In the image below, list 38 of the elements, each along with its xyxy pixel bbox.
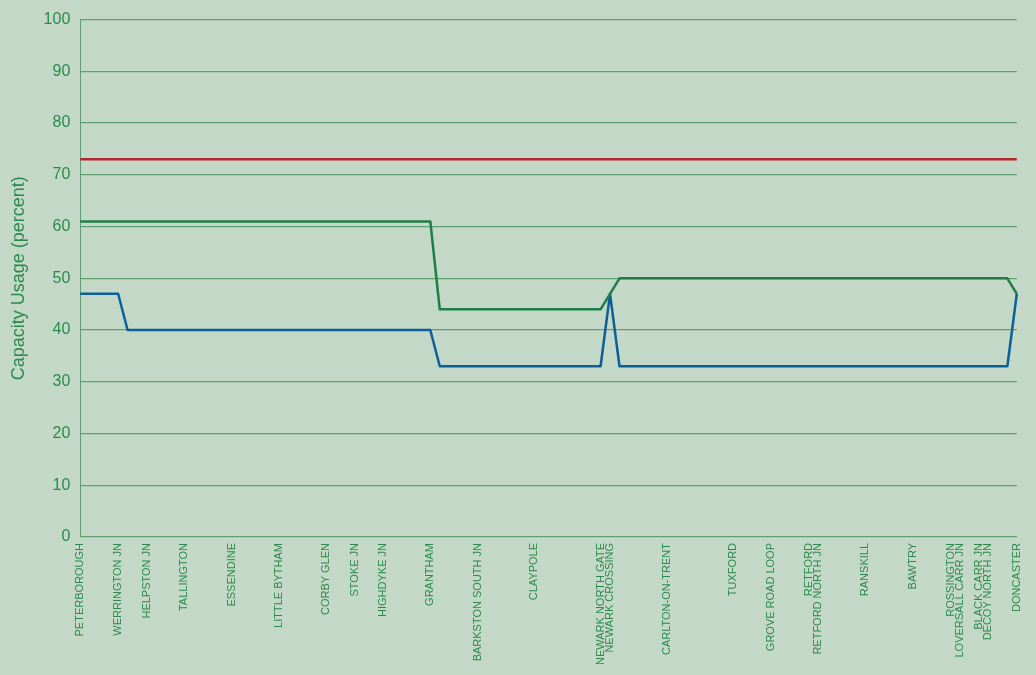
- x-tick-label: BAWTRY: [905, 542, 918, 590]
- x-tick-label: WERRINGTON JN: [111, 542, 124, 636]
- x-tick-label: RANSKILL: [858, 542, 871, 597]
- x-tick-label: ROSSINGTON: [943, 542, 956, 617]
- x-tick-label: TUXFORD: [726, 542, 739, 597]
- y-tick-label: 70: [52, 165, 71, 183]
- x-tick-label: NEWARK NORTH GATE: [593, 542, 606, 666]
- y-tick-label: 10: [52, 475, 71, 493]
- x-tick-label: GROVE ROAD LOOP: [763, 542, 776, 652]
- x-tick-label: DECOY NORTH JN: [981, 542, 994, 641]
- x-tick-label: HIGHDYKE JN: [376, 542, 389, 617]
- y-tick-label: 80: [52, 113, 71, 131]
- y-tick-label: 60: [52, 216, 71, 234]
- x-tick-label: LITTLE BYTHAM: [271, 542, 284, 628]
- y-tick-label: 40: [52, 320, 71, 338]
- y-tick-label: 0: [61, 527, 71, 545]
- x-tick-label: TALLINGTON: [177, 542, 190, 612]
- x-tick-label: CLAYPOLE: [527, 542, 540, 601]
- x-tick-label: CARLTON-ON-TRENT: [659, 542, 672, 656]
- y-tick-label: 30: [52, 372, 71, 390]
- x-tick-label: BLACK CARR JN: [971, 542, 984, 630]
- x-tick-label: ESSENDINE: [224, 542, 237, 607]
- x-tick-label: LOVERSALL CARR JN: [953, 542, 966, 658]
- x-tick-label: RETFORD NORTH JN: [811, 542, 824, 655]
- y-axis-title: Capacity Usage (percent): [7, 176, 28, 381]
- x-tick-label: NEWARK CROSSING: [603, 542, 616, 653]
- x-tick-label: HELPSTON JN: [139, 542, 152, 619]
- x-tick-label: RETFORD: [801, 542, 814, 597]
- y-tick-label: 20: [52, 423, 71, 441]
- x-tick-label: PETERBOROUGH: [73, 542, 86, 637]
- x-tick-label: CORBY GLEN: [319, 542, 332, 615]
- x-tick-label: STOKE JN: [347, 542, 360, 597]
- y-tick-label: 90: [52, 61, 71, 79]
- y-tick-label: 50: [52, 268, 71, 286]
- y-tick-label: 100: [43, 10, 71, 28]
- x-tick-label: DONCASTER: [1009, 542, 1022, 613]
- x-tick-label: GRANTHAM: [423, 542, 436, 606]
- x-tick-label: BARKSTON SOUTH JN: [470, 542, 483, 662]
